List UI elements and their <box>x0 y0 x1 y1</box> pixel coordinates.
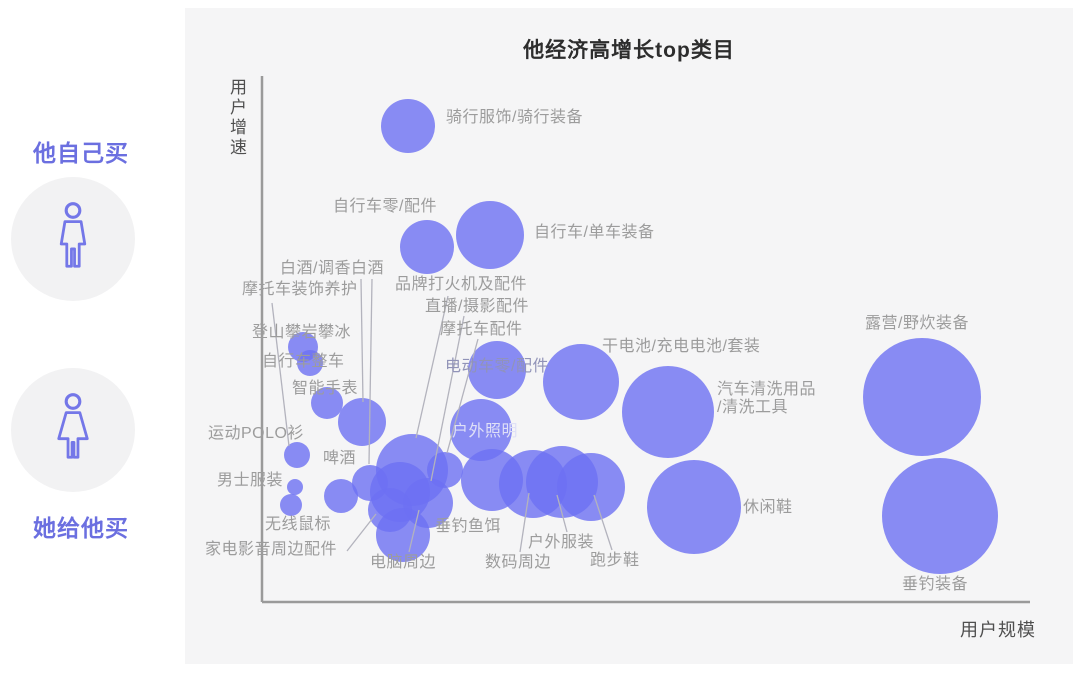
bubble-layer <box>280 99 998 574</box>
leader-line-9 <box>519 492 530 553</box>
bubble-4 <box>338 398 386 446</box>
leader-line-1 <box>271 302 290 447</box>
bubble-26 <box>557 453 625 521</box>
bubble-15 <box>622 366 714 458</box>
x-axis-label: 用户规模 <box>960 620 1036 640</box>
leader-line-6 <box>446 338 479 454</box>
bubble-22 <box>376 508 430 562</box>
bubble-17 <box>450 399 512 461</box>
leader-line-11 <box>593 494 613 551</box>
bubble-12 <box>468 341 526 399</box>
leader-line-layer <box>271 278 613 553</box>
bubble-2 <box>400 220 454 274</box>
bubble-16 <box>284 442 310 468</box>
leader-line-3 <box>368 278 373 465</box>
male-person-icon <box>59 202 87 268</box>
leader-line-2 <box>360 278 364 403</box>
bubble-13 <box>543 344 619 420</box>
axes <box>260 76 1030 604</box>
bubble-14 <box>863 338 981 456</box>
bubble-28 <box>882 458 998 574</box>
bubble-18 <box>324 479 358 513</box>
bubble-1 <box>381 99 435 153</box>
female-person-icon <box>57 393 89 459</box>
bubble-11 <box>311 387 343 419</box>
leader-line-10 <box>556 494 568 533</box>
bubble-3 <box>456 201 524 269</box>
y-axis-label: 用户增速 <box>227 78 246 158</box>
persona-female-avatar <box>11 368 135 492</box>
leader-line-8 <box>408 509 420 553</box>
bubble-19 <box>280 494 302 516</box>
leader-line-7 <box>346 513 377 552</box>
bubble-8 <box>427 452 463 488</box>
leader-line-4 <box>415 295 449 439</box>
persona-he-buys-label: 他自己买 <box>33 140 129 166</box>
persona-she-buys-for-him-label: 她给他买 <box>33 515 129 541</box>
bubble-extra-1 <box>287 479 303 495</box>
persona-male-avatar <box>11 177 135 301</box>
bubble-27 <box>647 460 741 554</box>
chart-title: 他经济高增长top类目 <box>523 39 735 62</box>
leader-line-5 <box>430 315 465 482</box>
bubble-10 <box>297 350 323 376</box>
